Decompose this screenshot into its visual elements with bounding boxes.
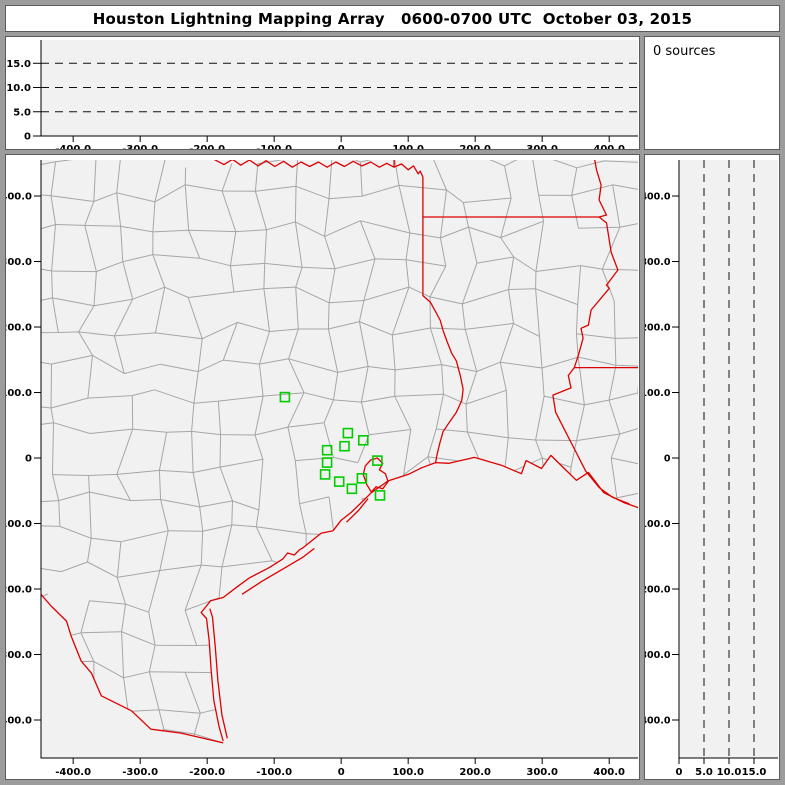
boundary-tx-east-border bbox=[422, 177, 464, 463]
ew-axis-tick-label: 300.0 bbox=[526, 144, 558, 149]
ew-axis-tick-label: 200.0 bbox=[459, 144, 491, 149]
alt-axis-tick-label: 10.0 bbox=[717, 767, 742, 778]
boundary-red-river bbox=[213, 160, 424, 178]
y-axis-tick-label: -400.0 bbox=[6, 716, 32, 727]
y-axis-tick-label: 300.0 bbox=[6, 257, 32, 268]
ns-axis-tick-label: 300.0 bbox=[645, 257, 671, 268]
sources-count-label: 0 sources bbox=[653, 44, 716, 59]
y-axis-tick-label: 200.0 bbox=[6, 323, 32, 334]
window-title: Houston Lightning Mapping Array 0600-070… bbox=[92, 9, 693, 28]
station-marker bbox=[279, 391, 291, 403]
station-marker bbox=[342, 427, 354, 439]
boundary-rio-grande bbox=[41, 593, 224, 744]
ns-axis-tick-label: 400.0 bbox=[645, 192, 671, 203]
altitude-ns-projection-panel: 400.0 300.0 200.0 100.0 0 -100.0 -200.0 -300.0 -… bbox=[644, 154, 780, 780]
x-axis-tick-label: 0 bbox=[338, 767, 345, 778]
alt-axis-tick-label: 15.0 bbox=[742, 767, 767, 778]
ns-axis-tick-label: -200.0 bbox=[645, 585, 671, 596]
alt-axis-tick-label: 10.0 bbox=[6, 83, 31, 94]
ns-plot-content bbox=[703, 160, 755, 758]
station-marker bbox=[339, 440, 350, 452]
y-axis-tick-label: 100.0 bbox=[6, 388, 32, 399]
station-marker bbox=[321, 457, 333, 468]
boundary-matagorda-island bbox=[241, 547, 315, 595]
y-axis-tick-label: -300.0 bbox=[6, 650, 32, 661]
x-axis-tick-label: 300.0 bbox=[526, 767, 558, 778]
ew-axis-tick-label: -300.0 bbox=[122, 144, 158, 149]
lma-stations bbox=[279, 391, 386, 501]
x-axis-tick-label: -100.0 bbox=[256, 767, 292, 778]
station-marker bbox=[346, 483, 358, 495]
station-marker bbox=[356, 472, 368, 484]
x-axis-tick-label: -200.0 bbox=[189, 767, 225, 778]
station-marker bbox=[372, 455, 383, 466]
x-axis-tick-label: 200.0 bbox=[459, 767, 491, 778]
x-axis-tick-label: -400.0 bbox=[55, 767, 91, 778]
state-borders bbox=[41, 160, 638, 744]
x-axis-tick-label: 400.0 bbox=[593, 767, 625, 778]
boundary-gulf-coast bbox=[200, 454, 638, 742]
y-axis-tick-label: 0 bbox=[25, 454, 32, 465]
boundary-padre-island bbox=[209, 608, 228, 739]
station-marker bbox=[321, 444, 333, 456]
ns-axis-tick-label: -400.0 bbox=[645, 716, 671, 727]
alt-axis-tick-label: 5.0 bbox=[13, 107, 31, 118]
boundary-mississippi-river bbox=[552, 160, 630, 505]
plan-view-map-panel: -400.0 -300.0 -200.0 -100.0 0 100.0 200.0 300.0… bbox=[5, 154, 640, 780]
ew-axis-tick-label: 100.0 bbox=[392, 144, 424, 149]
x-axis-tick-label: -300.0 bbox=[122, 767, 158, 778]
ns-axis-tick-label: -100.0 bbox=[645, 519, 671, 530]
alt-axis-tick-label: 0 bbox=[24, 132, 31, 143]
x-axis-tick-label: 100.0 bbox=[392, 767, 424, 778]
ns-axis-tick-label: 100.0 bbox=[645, 388, 671, 399]
ew-axis-tick-label: 400.0 bbox=[593, 144, 625, 149]
station-marker bbox=[319, 469, 331, 480]
map-axes: -400.0 -300.0 -200.0 -100.0 0 100.0 200.0 300.0… bbox=[6, 160, 638, 778]
titlebar: Houston Lightning Mapping Array 0600-070… bbox=[5, 5, 780, 32]
station-marker bbox=[333, 476, 345, 487]
alt-axis-tick-label: 5.0 bbox=[695, 767, 713, 778]
y-axis-tick-label: 400.0 bbox=[6, 192, 32, 203]
ns-axis-tick-label: 0 bbox=[664, 454, 671, 465]
station-marker bbox=[357, 434, 369, 446]
altitude-ew-projection-panel: 0 5.0 10.0 15.0 -400.0 -300.0 -200.0 -100.0 0 100… bbox=[5, 36, 640, 150]
ew-axis-tick-label: -200.0 bbox=[189, 144, 225, 149]
ew-axis-tick-label: -100.0 bbox=[256, 144, 292, 149]
ns-axis-tick-label: -300.0 bbox=[645, 650, 671, 661]
y-axis-tick-label: -200.0 bbox=[6, 585, 32, 596]
station-marker bbox=[374, 490, 386, 501]
y-axis-tick-label: -100.0 bbox=[6, 519, 32, 530]
altitude-ew-plot[interactable]: 0 5.0 10.0 15.0 -400.0 -300.0 -200.0 -100.0 0 100… bbox=[6, 37, 639, 149]
altitude-ns-plot[interactable]: 400.0 300.0 200.0 100.0 0 -100.0 -200.0 -300.0 -… bbox=[645, 155, 779, 779]
ew-axis-tick-label: 0 bbox=[338, 144, 345, 149]
ew-axis-tick-label: -400.0 bbox=[55, 144, 91, 149]
sources-panel: 0 sources bbox=[644, 36, 780, 150]
alt-axis-tick-label: 0 bbox=[676, 767, 683, 778]
alt-axis-tick-label: 15.0 bbox=[6, 59, 31, 70]
boundary-galveston-island bbox=[346, 498, 369, 523]
ns-axis-tick-label: 200.0 bbox=[645, 323, 671, 334]
ew-plot-content bbox=[41, 62, 638, 113]
plan-view-map[interactable]: -400.0 -300.0 -200.0 -100.0 0 100.0 200.0 300.0… bbox=[6, 155, 639, 779]
